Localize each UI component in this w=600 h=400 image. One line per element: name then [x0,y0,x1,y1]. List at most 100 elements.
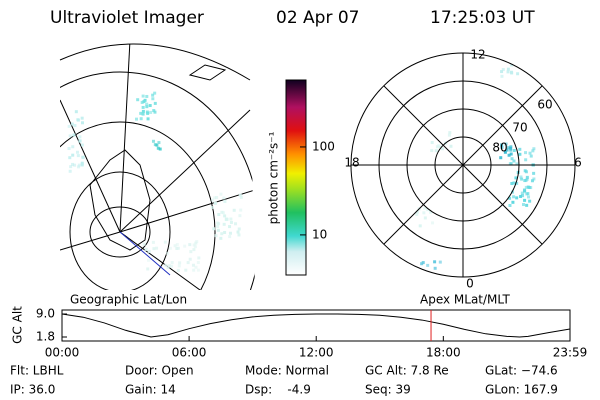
emission-pixel [513,56,517,60]
emission-pixel [515,48,518,51]
emission-pixel [220,210,224,214]
emission-pixel [143,98,147,102]
emission-pixel [70,122,74,126]
emission-pixel [222,196,226,200]
emission-pixel [524,158,528,162]
emission-pixel [528,54,532,58]
emission-pixel [524,185,528,189]
emission-pixel [188,257,192,261]
emission-pixel [80,163,84,167]
emission-pixel [508,46,511,49]
emission-pixel [148,104,152,108]
emission-pixel [527,59,531,63]
emission-pixel [155,143,159,147]
emission-pixel [232,208,236,212]
emission-pixel [504,55,508,59]
emission-pixel [532,69,536,73]
emission-pixel [532,63,536,67]
emission-pixel [430,141,434,145]
polar-grid [350,52,576,278]
emission-pixel [499,156,503,160]
emission-pixel [178,261,182,265]
emission-pixel [151,139,155,143]
emission-pixel [141,112,145,116]
emission-pixel [426,208,430,212]
emission-pixel [71,162,75,166]
emission-pixel [78,139,82,143]
x-tick-label: 00:00 [45,346,80,360]
emission-pixel [223,214,227,218]
colorbar-tick-label: 10 [312,227,327,241]
emission-pixel [142,242,146,246]
emission-pixel [135,117,139,121]
emission-pixel [170,261,174,265]
emission-pixel [512,181,516,185]
emission-pixel [186,261,190,265]
emission-pixel [146,111,150,115]
emission-pixel [228,235,232,239]
emission-pixel [503,150,507,154]
emission-pixel [423,216,427,220]
emission-pixel [512,58,516,62]
emission-pixel [223,230,227,234]
emission-pixel [151,93,155,97]
geo-map [60,44,255,290]
emission-pixel [524,151,528,155]
emission-pixel [213,201,217,205]
emission-pixel [524,62,528,66]
emission-pixel [211,198,215,202]
emission-pixel [151,97,155,101]
emission-pixel [532,147,536,151]
emission-pixel [189,250,193,254]
emission-pixel [136,98,140,102]
emission-pixel [447,133,451,137]
emission-pixel [212,227,216,231]
x-tick-label: 06:00 [172,346,207,360]
emission-pixel [153,101,157,105]
emission-pixel [147,258,151,262]
emission-pixel [214,234,218,238]
emission-pixel [532,59,536,63]
emission-pixel [237,233,241,237]
mlt-label: 12 [470,48,485,62]
title: Ultraviolet Imager [50,8,204,28]
emission-pixel [194,241,198,245]
emission-pixel [515,59,519,63]
emission-pixel [532,177,536,181]
emission-pixel [237,227,241,231]
colorbar [285,79,307,276]
emission-pixel [219,192,223,196]
emission-pixel [229,220,233,224]
lat-label: 70 [512,121,527,135]
emission-pixel [69,165,73,169]
info-field: GLon: 167.9 [485,383,558,397]
emission-pixel [518,152,522,156]
emission-pixel [519,194,523,198]
emission-pixel [239,208,243,212]
x-tick-label: 23:59 [553,346,588,360]
emission-pixel [71,145,75,149]
emission-pixel [168,264,172,268]
emission-pixel [531,149,535,153]
emission-pixel [217,222,221,226]
emission-pixel [500,74,504,78]
emission-pixel [423,206,427,210]
emission-pixel [156,146,160,150]
emission-pixel [76,118,80,122]
emission-pixel [509,162,513,166]
emission-pixel [68,156,72,160]
emission-pixel [158,147,162,151]
emission-pixel [72,133,76,137]
emission-pixel [511,200,515,204]
emission-pixel [68,169,72,173]
emission-pixel [183,244,187,248]
emission-pixel [210,205,214,209]
emission-pixel [506,47,509,50]
emission-pixel [140,100,144,104]
emission-pixel [509,148,513,152]
y-tick-label: 1.8 [36,330,55,344]
emission-pixel [222,222,226,226]
emission-pixel [532,171,536,175]
emission-pixel [429,210,433,214]
